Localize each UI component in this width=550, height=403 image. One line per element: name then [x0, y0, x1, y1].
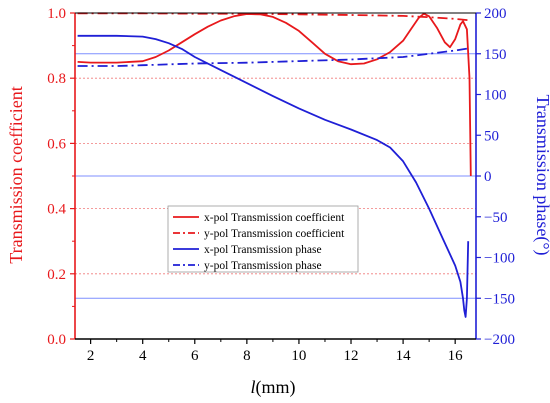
series-line-1 — [77, 12, 469, 22]
x-axis-label-italic: l — [250, 377, 255, 397]
y-right-tick-label-5: 50 — [484, 128, 499, 144]
y-left-tick-label-5: 1.0 — [47, 6, 66, 22]
y-left-tick-label-4: 0.8 — [47, 71, 66, 87]
x-tick-label-3: 8 — [243, 348, 251, 364]
legend-label-3: y-pol Transmission phase — [204, 260, 322, 272]
y-right-tick-label-4: 0 — [484, 169, 492, 185]
x-tick-label-6: 14 — [396, 348, 412, 364]
series-line-3 — [77, 47, 471, 67]
y-right-tick-label-0: −200 — [484, 332, 515, 348]
y-left-tick-label-2: 0.4 — [47, 202, 66, 218]
x-tick-label-4: 10 — [291, 348, 306, 364]
y-left-axis-label: Transmission coefficient — [6, 86, 26, 264]
x-tick-label-1: 4 — [139, 348, 147, 364]
legend: x-pol Transmission coefficient y-pol Tran… — [167, 205, 359, 273]
x-tick-label-5: 12 — [344, 348, 359, 364]
legend-label-0: x-pol Transmission coefficient — [204, 212, 345, 224]
y-right-tick-label-1: −150 — [484, 291, 515, 307]
y-right-tick-label-2: −100 — [484, 251, 515, 267]
y-right-tick-label-6: 100 — [484, 88, 507, 104]
legend-box — [167, 205, 359, 273]
legend-label-1: y-pol Transmission coefficient — [204, 228, 345, 240]
y-right-axis-label: Transmission phase(°) — [532, 94, 550, 255]
x-tick-label-2: 6 — [191, 348, 199, 364]
y-left-tick-label-0: 0.0 — [47, 332, 66, 348]
series-line-0 — [77, 12, 472, 177]
series-line-2 — [77, 34, 470, 318]
x-tick-label-0: 2 — [87, 348, 95, 364]
x-axis-label-unit: (mm) — [256, 377, 296, 398]
y-left-tick-label-1: 0.2 — [47, 267, 66, 283]
y-right-tick-label-7: 150 — [484, 47, 507, 63]
legend-label-2: x-pol Transmission phase — [204, 244, 322, 256]
y-left-tick-label-3: 0.6 — [47, 136, 66, 152]
series-layer — [77, 12, 472, 318]
y-right-tick-label-8: 200 — [484, 6, 507, 22]
y-right-tick-label-3: −50 — [484, 210, 507, 226]
axes-layer: 2 4 6 8 10 12 14 16 0.0 0.2 0.4 0.6 0.8 1.0 −200 −150 −1… — [47, 6, 515, 364]
x-tick-label-7: 16 — [448, 348, 464, 364]
x-axis-label: l(mm) — [250, 377, 295, 398]
